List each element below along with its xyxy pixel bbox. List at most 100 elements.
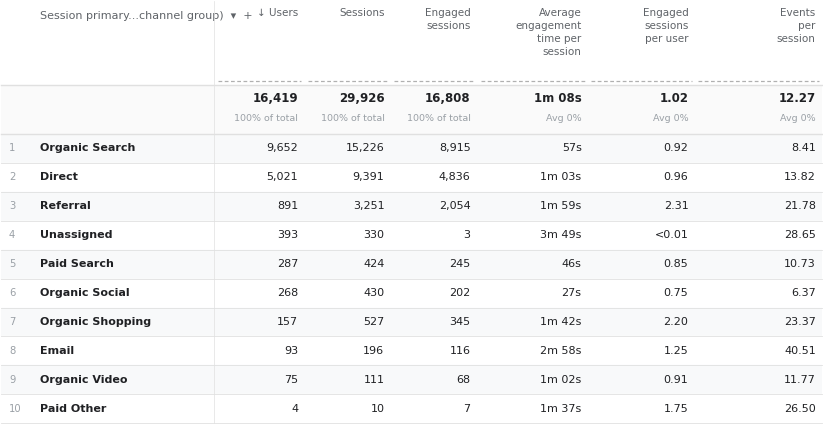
Text: 0.85: 0.85 [663, 259, 688, 269]
Text: 245: 245 [449, 259, 471, 269]
Text: 891: 891 [277, 201, 298, 211]
Text: 13.82: 13.82 [783, 172, 816, 182]
Text: 9: 9 [9, 375, 16, 385]
Text: 4: 4 [9, 230, 15, 240]
Text: 9,652: 9,652 [267, 143, 298, 153]
Text: 430: 430 [363, 288, 384, 298]
Text: 21.78: 21.78 [783, 201, 816, 211]
Text: 268: 268 [277, 288, 298, 298]
Text: Sessions: Sessions [339, 8, 384, 18]
Text: 4: 4 [291, 404, 298, 414]
Text: 10.73: 10.73 [784, 259, 816, 269]
Text: 157: 157 [277, 317, 298, 327]
Bar [1, 365, 822, 394]
Text: 345: 345 [449, 317, 471, 327]
Text: 3m 49s: 3m 49s [540, 230, 582, 240]
Bar [1, 279, 822, 307]
Text: Organic Search: Organic Search [40, 143, 136, 153]
Text: 7: 7 [463, 404, 471, 414]
Text: 12.27: 12.27 [779, 92, 816, 106]
Text: 330: 330 [364, 230, 384, 240]
Bar [1, 85, 822, 134]
Text: 6: 6 [9, 288, 16, 298]
Text: ↓ Users: ↓ Users [257, 8, 298, 18]
Text: 0.92: 0.92 [663, 143, 688, 153]
Text: <0.01: <0.01 [654, 230, 688, 240]
Bar [1, 307, 822, 337]
Text: 7: 7 [9, 317, 16, 327]
Text: 527: 527 [363, 317, 384, 327]
Text: 424: 424 [363, 259, 384, 269]
Text: Unassigned: Unassigned [40, 230, 113, 240]
Text: Paid Search: Paid Search [40, 259, 114, 269]
Text: 393: 393 [277, 230, 298, 240]
Text: 68: 68 [457, 375, 471, 385]
Text: 40.51: 40.51 [784, 346, 816, 356]
Bar [1, 163, 822, 192]
Text: 16,808: 16,808 [425, 92, 471, 106]
Text: 287: 287 [277, 259, 298, 269]
Text: Organic Social: Organic Social [40, 288, 130, 298]
Text: 2m 58s: 2m 58s [540, 346, 582, 356]
Text: 4,836: 4,836 [439, 172, 471, 182]
Text: 3,251: 3,251 [353, 201, 384, 211]
Text: 2.31: 2.31 [663, 201, 688, 211]
Text: 29,926: 29,926 [339, 92, 384, 106]
Text: 0.75: 0.75 [663, 288, 688, 298]
Text: 1.75: 1.75 [663, 404, 688, 414]
Text: Engaged
sessions
per user: Engaged sessions per user [643, 8, 688, 44]
Text: Paid Other: Paid Other [40, 404, 106, 414]
Text: 2: 2 [9, 172, 16, 182]
Text: 93: 93 [284, 346, 298, 356]
Text: 1m 42s: 1m 42s [540, 317, 582, 327]
Text: 57s: 57s [562, 143, 582, 153]
Text: Events
per
session: Events per session [777, 8, 816, 44]
Text: 1m 59s: 1m 59s [541, 201, 582, 211]
Text: 16,419: 16,419 [253, 92, 298, 106]
Text: 2.20: 2.20 [663, 317, 688, 327]
Text: 27s: 27s [561, 288, 582, 298]
Text: Avg 0%: Avg 0% [653, 114, 688, 123]
Text: 1.02: 1.02 [659, 92, 688, 106]
Text: 26.50: 26.50 [784, 404, 816, 414]
Text: Email: Email [40, 346, 74, 356]
Bar [1, 250, 822, 279]
Text: Avg 0%: Avg 0% [546, 114, 582, 123]
Text: 116: 116 [449, 346, 471, 356]
Text: 100% of total: 100% of total [235, 114, 298, 123]
Text: 100% of total: 100% of total [320, 114, 384, 123]
Text: 10: 10 [9, 404, 21, 414]
Text: 1: 1 [9, 143, 16, 153]
Text: 5: 5 [9, 259, 16, 269]
Text: Organic Shopping: Organic Shopping [40, 317, 151, 327]
Text: 46s: 46s [562, 259, 582, 269]
Text: 15,226: 15,226 [346, 143, 384, 153]
Text: 2,054: 2,054 [439, 201, 471, 211]
Text: 10: 10 [370, 404, 384, 414]
Bar [1, 134, 822, 163]
Text: Average
engagement
time per
session: Average engagement time per session [515, 8, 582, 57]
Text: 1m 02s: 1m 02s [541, 375, 582, 385]
Text: 11.77: 11.77 [783, 375, 816, 385]
Text: Referral: Referral [40, 201, 91, 211]
Text: 75: 75 [284, 375, 298, 385]
Text: Session primary...channel group)  ▾  +: Session primary...channel group) ▾ + [40, 11, 253, 21]
Text: 6.37: 6.37 [791, 288, 816, 298]
Text: 5,021: 5,021 [267, 172, 298, 182]
Text: 111: 111 [364, 375, 384, 385]
Bar [1, 192, 822, 220]
Text: 3: 3 [9, 201, 15, 211]
Text: Avg 0%: Avg 0% [780, 114, 816, 123]
Text: 1.25: 1.25 [663, 346, 688, 356]
Text: 0.96: 0.96 [663, 172, 688, 182]
Bar [1, 337, 822, 365]
Text: 28.65: 28.65 [783, 230, 816, 240]
Text: 196: 196 [363, 346, 384, 356]
Text: 1m 37s: 1m 37s [541, 404, 582, 414]
Text: Engaged
sessions: Engaged sessions [425, 8, 471, 31]
Bar [1, 394, 822, 423]
Text: Organic Video: Organic Video [40, 375, 128, 385]
Text: 1m 08s: 1m 08s [534, 92, 582, 106]
Text: 8: 8 [9, 346, 15, 356]
Text: 3: 3 [463, 230, 471, 240]
